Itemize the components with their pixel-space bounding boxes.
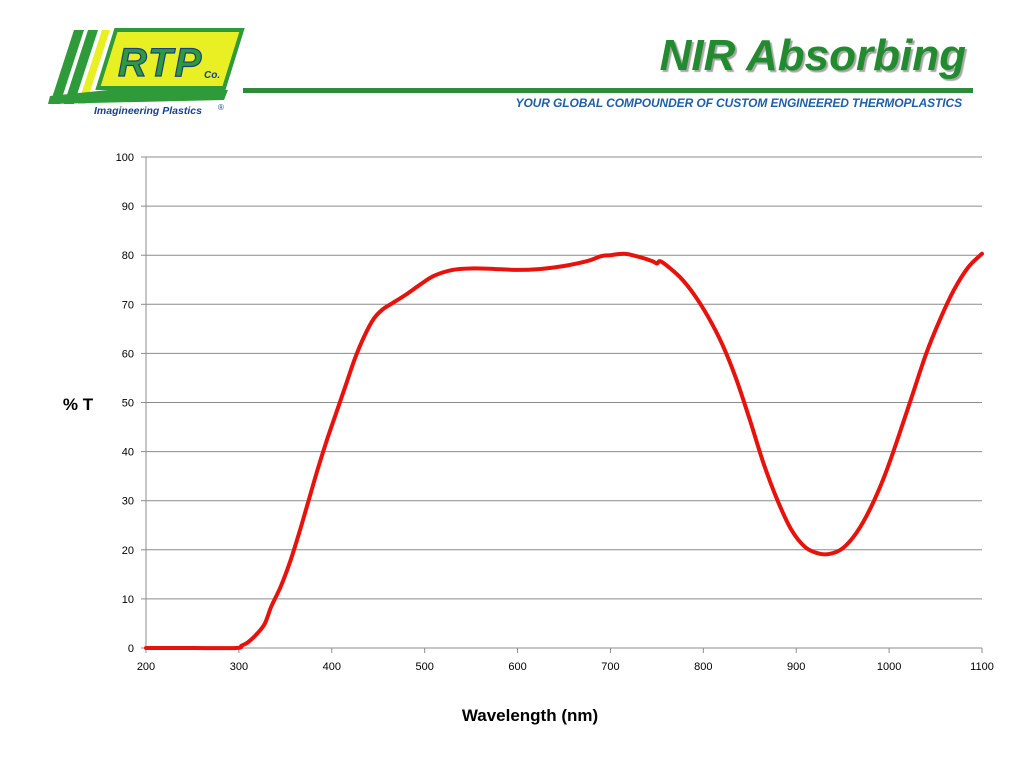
- logo-stripe-3: [78, 30, 110, 104]
- y-tick-label-0: 0: [128, 643, 134, 655]
- axes: [141, 156, 983, 653]
- x-tick-label-800: 800: [694, 661, 712, 673]
- y-tick-label-100: 100: [116, 152, 134, 164]
- logo-wordmark: RTP: [118, 41, 203, 85]
- logo-stripe-1: [50, 30, 84, 104]
- y-tick-label-80: 80: [122, 250, 134, 262]
- logo-swoosh: [48, 90, 228, 104]
- y-tick-label-60: 60: [122, 348, 134, 360]
- x-tick-label-1000: 1000: [877, 661, 901, 673]
- y-tick-label-30: 30: [122, 496, 134, 508]
- x-tick-label-700: 700: [601, 661, 619, 673]
- x-tick-label-300: 300: [230, 661, 248, 673]
- x-tick-label-900: 900: [787, 661, 805, 673]
- logo-registered: ®: [218, 103, 224, 112]
- logo-co: Co.: [204, 70, 220, 81]
- grid-lines: [146, 156, 982, 600]
- series-line-0: [144, 251, 984, 651]
- slide-tagline: YOUR GLOBAL COMPOUNDER OF CUSTOM ENGINEE…: [515, 96, 963, 110]
- x-axis-title: Wavelength (nm): [462, 706, 598, 725]
- y-tick-label-70: 70: [122, 299, 134, 311]
- rtp-logo: RTP Co. Imagineering Plastics ®: [48, 28, 245, 117]
- y-tick-label-40: 40: [122, 447, 134, 459]
- header-rule: [243, 88, 973, 93]
- series-layer: [144, 251, 984, 651]
- y-tick-label-50: 50: [122, 398, 134, 410]
- logo-tagline: Imagineering Plastics: [94, 105, 202, 117]
- slide-title: NIR Absorbing: [659, 31, 966, 80]
- x-tick-label-400: 400: [323, 661, 341, 673]
- x-tick-label-200: 200: [137, 661, 155, 673]
- tick-labels: 0 10 20 30 40 50 60 70 80 90 100 200 300 400 500 600 700…: [116, 152, 994, 673]
- y-tick-label-10: 10: [122, 594, 134, 606]
- y-tick-label-90: 90: [122, 201, 134, 213]
- y-axis-title: % T: [63, 395, 94, 414]
- x-tick-label-1100: 1100: [970, 661, 994, 673]
- x-tick-label-600: 600: [508, 661, 526, 673]
- y-tick-label-20: 20: [122, 545, 134, 557]
- logo-stripe-2: [64, 30, 98, 104]
- logo-badge: [95, 28, 245, 90]
- x-tick-label-500: 500: [415, 661, 433, 673]
